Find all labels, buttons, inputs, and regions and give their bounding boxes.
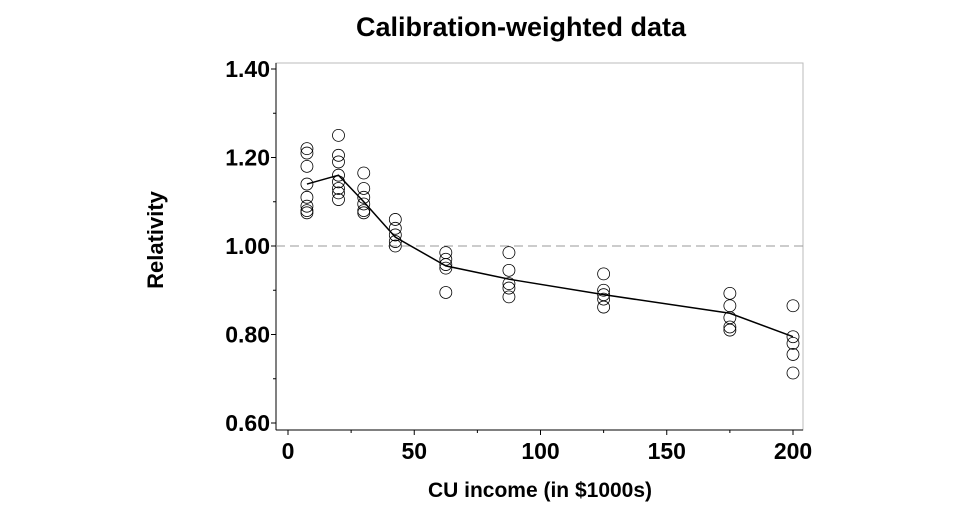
data-point xyxy=(300,177,314,191)
data-point xyxy=(786,336,800,350)
y-tick-label: 1.00 xyxy=(225,233,270,259)
data-point xyxy=(357,166,371,180)
data-point xyxy=(388,228,402,242)
data-point xyxy=(502,246,516,260)
data-point xyxy=(357,190,371,204)
data-point xyxy=(300,142,314,156)
data-point xyxy=(357,197,371,211)
data-point xyxy=(300,159,314,173)
data-point xyxy=(502,281,516,295)
data-point xyxy=(597,283,611,297)
data-point xyxy=(597,292,611,306)
plot-frame xyxy=(275,62,804,431)
data-point xyxy=(786,330,800,344)
data-point xyxy=(300,199,314,213)
data-point xyxy=(332,128,345,142)
y-axis-label: Relativity xyxy=(143,190,168,289)
data-point xyxy=(502,290,516,304)
data-point xyxy=(388,213,402,226)
data-point xyxy=(723,286,737,300)
x-tick-label: 150 xyxy=(648,438,686,464)
data-point xyxy=(439,258,453,271)
data-point xyxy=(357,182,371,195)
data-point xyxy=(388,235,402,248)
y-tick-label: 0.80 xyxy=(225,322,270,348)
data-point xyxy=(300,146,314,160)
data-point xyxy=(439,286,453,299)
data-point xyxy=(786,348,800,361)
data-point xyxy=(439,261,453,275)
data-point xyxy=(439,246,453,260)
data-point xyxy=(332,175,345,189)
data-point xyxy=(597,300,611,314)
data-point xyxy=(357,206,371,220)
x-tick-label: 0 xyxy=(282,438,295,464)
data-point xyxy=(786,299,800,313)
trend-line xyxy=(306,174,794,338)
data-point xyxy=(786,366,800,380)
y-tick-label: 0.60 xyxy=(225,410,270,436)
data-point xyxy=(723,320,737,334)
data-point xyxy=(332,186,345,200)
x-tick-label: 100 xyxy=(521,438,559,464)
data-point xyxy=(502,277,516,291)
y-tick-label: 1.20 xyxy=(225,145,270,171)
x-tick-label: 50 xyxy=(401,438,427,464)
data-point xyxy=(300,190,314,204)
y-tick-label: 1.40 xyxy=(225,56,270,82)
data-point xyxy=(300,206,314,220)
data-point xyxy=(332,155,345,169)
data-point xyxy=(723,323,737,337)
data-point xyxy=(388,239,402,253)
data-point xyxy=(597,267,611,281)
data-point xyxy=(332,148,345,162)
data-point xyxy=(388,221,402,235)
x-axis-label: CU income (in $1000s) xyxy=(428,479,652,502)
data-point xyxy=(502,263,516,277)
x-tick-label: 200 xyxy=(774,438,812,464)
data-point xyxy=(332,193,345,206)
chart-title: Calibration-weighted data xyxy=(356,12,687,42)
data-point xyxy=(332,182,345,195)
data-point xyxy=(332,168,345,182)
data-point xyxy=(723,299,737,313)
